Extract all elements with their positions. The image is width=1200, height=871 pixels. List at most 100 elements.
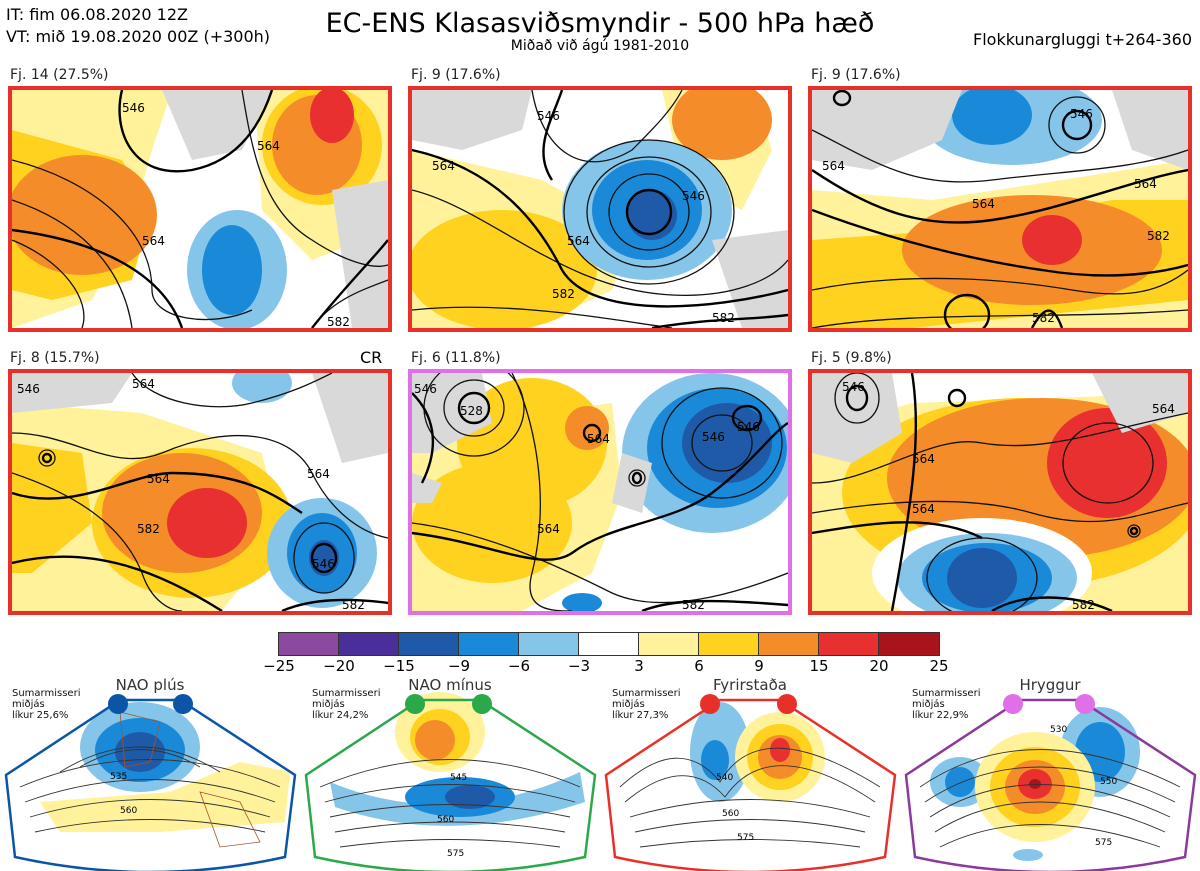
contour-label: 582 (327, 315, 350, 328)
cluster-map-5: 546 528 564 546 546 564 582 (408, 369, 792, 615)
header-info: IT: fim 06.08.2020 12Z VT: mið 19.08.202… (6, 4, 270, 48)
panel-6-label: Fj. 5 (9.8%) (811, 350, 892, 366)
colorbar-tick: −25 (263, 657, 295, 675)
regime-probability: líkur 24,2% (312, 710, 369, 721)
colorbar-tick: 15 (809, 657, 829, 675)
colorbar-swatch (279, 633, 339, 655)
regime-name: NAO plús (115, 676, 185, 694)
contour-label: 564 (1134, 177, 1157, 191)
contour-label: 546 (312, 557, 335, 571)
regime-kind: miðjás (612, 699, 645, 710)
contour-label: 564 (307, 467, 330, 481)
panel-1-label: Fj. 14 (27.5%) (10, 67, 109, 83)
contour-label: 582 (552, 287, 575, 301)
contour-label: 546 (17, 382, 40, 396)
colorbar-swatch (399, 633, 459, 655)
regime-dot (108, 694, 128, 714)
colorbar-swatch (639, 633, 699, 655)
contour-label: 564 (432, 159, 455, 173)
regime-contour: 575 (737, 833, 754, 843)
regime-info: Sumarmisseri miðjás líkur 24,2% (312, 688, 380, 721)
contour-label: 564 (912, 502, 935, 516)
cluster-map-6: 546 564 564 582 564 (808, 369, 1192, 615)
colorbar-swatch (879, 633, 939, 655)
contour-label: 546 (842, 380, 865, 394)
colorbar-swatch (699, 633, 759, 655)
regime-ridge: 530 550 575 Hryggur Sumarmisseri miðjás … (900, 672, 1200, 871)
regime-dot (1075, 694, 1095, 714)
contour-label: 582 (712, 311, 735, 325)
panel-4-tag: CR (360, 348, 383, 367)
regime-contour: 540 (716, 773, 733, 783)
colorbar-tick: −9 (447, 657, 471, 675)
regime-contour: 545 (450, 773, 467, 783)
contour-label: 564 (147, 472, 170, 486)
regime-kind: miðjás (312, 699, 345, 710)
contour-label: 564 (1152, 402, 1175, 416)
contour-label: 546 (702, 430, 725, 444)
contour-label: 564 (142, 234, 165, 248)
colorbar-tick: 25 (929, 657, 949, 675)
contour-label: 546 (414, 382, 437, 396)
regime-season: Sumarmisseri (612, 688, 681, 699)
regime-contour: 575 (447, 849, 464, 859)
regime-info: Sumarmisseri miðjás líkur 25,6% (12, 688, 80, 721)
contour-label: 528 (460, 404, 483, 418)
valid-time: VT: mið 19.08.2020 00Z (+300h) (6, 27, 271, 46)
panel-2-label: Fj. 9 (17.6%) (411, 67, 501, 83)
cluster-map-1: 546 564 564 582 (8, 86, 392, 332)
regime-blocking: 540 560 575 Fyrirstaða Sumarmisseri miðj… (600, 672, 900, 871)
regime-contour: 550 (1100, 777, 1117, 787)
regime-name: NAO mínus (408, 676, 492, 694)
regime-contour: 535 (110, 772, 127, 782)
classification-window: Flokkunargluggi t+264-360 (973, 30, 1192, 49)
colorbar-tick: −6 (507, 657, 531, 675)
colorbar-tick: 3 (634, 657, 644, 675)
regime-contour: 560 (120, 806, 137, 816)
regime-name: Fyrirstaða (713, 676, 787, 694)
contour-label: 564 (912, 452, 935, 466)
contour-label: 546 (1070, 107, 1093, 121)
regime-dot (405, 694, 425, 714)
panel-5-label: Fj. 6 (11.8%) (411, 350, 501, 366)
colorbar-swatch (459, 633, 519, 655)
contour-label: 546 (737, 420, 760, 434)
regime-nao-plus: 535 560 NAO plús Sumarmisseri miðjás lík… (0, 672, 300, 871)
colorbar-swatch (339, 633, 399, 655)
regime-season: Sumarmisseri (912, 688, 981, 699)
contour-label: 582 (682, 598, 705, 611)
regime-probability: líkur 25,6% (12, 710, 69, 721)
contour-label: 564 (132, 377, 155, 391)
colorbar-tick: −3 (567, 657, 591, 675)
panel-3-label: Fj. 9 (17.6%) (811, 67, 901, 83)
panel-4-label: Fj. 8 (15.7%) (10, 350, 100, 366)
cluster-map-4: 564 546 564 582 564 546 582 (8, 369, 392, 615)
colorbar-tick: 6 (694, 657, 704, 675)
regime-nao-minus: 545 560 575 NAO mínus Sumarmisseri miðjá… (300, 672, 600, 871)
regime-contour: 560 (722, 809, 739, 819)
colorbar-swatch (759, 633, 819, 655)
cluster-map-2: 546 564 564 546 582 582 (408, 86, 792, 332)
regime-kind: miðjás (12, 699, 45, 710)
regime-dot (700, 694, 720, 714)
colorbar-tick: −20 (323, 657, 355, 675)
regime-probability: líkur 27,3% (612, 710, 669, 721)
colorbar (278, 632, 940, 656)
regime-kind: miðjás (912, 699, 945, 710)
contour-label: 582 (1147, 229, 1170, 243)
contour-label: 546 (682, 189, 705, 203)
colorbar-swatch (579, 633, 639, 655)
cluster-map-3: 546 564 564 582 564 582 (808, 86, 1192, 332)
contour-label: 564 (822, 159, 845, 173)
regime-info: Sumarmisseri miðjás líkur 27,3% (612, 688, 680, 721)
regime-season: Sumarmisseri (312, 688, 381, 699)
contour-label: 582 (1072, 598, 1095, 611)
page-subtitle: Miðað við ágú 1981-2010 (510, 38, 690, 54)
regime-name: Hryggur (1019, 676, 1081, 694)
colorbar-tick: −15 (383, 657, 415, 675)
colorbar-tick: 9 (754, 657, 764, 675)
contour-label: 546 (122, 101, 145, 115)
regime-dot (472, 694, 492, 714)
page-title: EC-ENS Klasasviðsmyndir - 500 hPa hæð (325, 8, 875, 39)
regime-dot (1003, 694, 1023, 714)
